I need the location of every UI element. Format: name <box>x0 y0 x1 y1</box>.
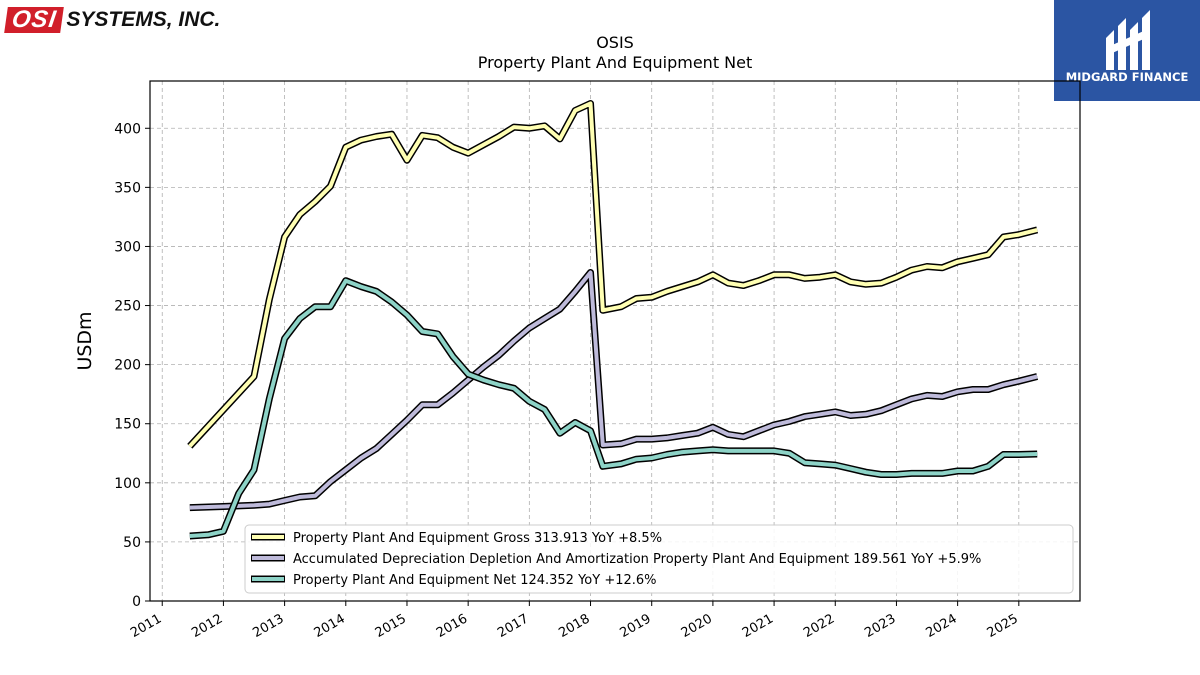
x-tick-label: 2011 <box>128 611 164 641</box>
legend-entry-1: Accumulated Depreciation Depletion And A… <box>293 552 981 567</box>
x-tick-label: 2014 <box>312 611 348 641</box>
x-tick-label: 2021 <box>740 611 776 641</box>
x-tick-label: 2023 <box>862 611 898 641</box>
series-line-1 <box>189 270 1038 510</box>
x-tick-label: 2013 <box>250 611 286 641</box>
x-tick-label: 2024 <box>923 611 959 641</box>
legend-entry-0: Property Plant And Equipment Gross 313.9… <box>293 531 662 546</box>
chart-title: OSIS <box>596 33 634 52</box>
x-tick-label: 2015 <box>373 611 409 641</box>
chart-subtitle: Property Plant And Equipment Net <box>478 53 753 72</box>
y-tick-label: 400 <box>114 121 141 137</box>
x-tick-label: 2019 <box>618 611 654 641</box>
x-tick-label: 2025 <box>985 611 1021 641</box>
legend-box <box>244 524 1074 594</box>
x-tick-label: 2012 <box>189 611 225 641</box>
series-line-0 <box>188 101 1038 448</box>
x-tick-label: 2016 <box>434 611 470 641</box>
y-tick-label: 350 <box>114 180 141 196</box>
y-tick-label: 0 <box>132 594 141 610</box>
x-tick-label: 2018 <box>556 611 592 641</box>
x-tick-label: 2020 <box>679 611 715 641</box>
y-tick-label: 200 <box>114 358 141 374</box>
grid-lines <box>150 81 1080 602</box>
y-tick-label: 250 <box>114 299 141 315</box>
midgard-finance-logo: MIDGARD FINANCE <box>1054 0 1200 101</box>
x-tick-label: 2022 <box>801 611 837 641</box>
legend: Property Plant And Equipment Gross 313.9… <box>244 524 1074 594</box>
midgard-finance-label: MIDGARD FINANCE <box>1065 70 1189 84</box>
legend-entry-2: Property Plant And Equipment Net 124.352… <box>293 573 657 588</box>
plot-frame <box>149 80 1081 602</box>
series-layer <box>187 100 1039 540</box>
y-tick-label: 150 <box>114 417 141 433</box>
x-tick-label: 2017 <box>495 611 531 641</box>
y-tick-label: 300 <box>114 239 141 255</box>
y-axis-label: USDm <box>74 311 96 370</box>
series-outline-0 <box>187 100 1039 449</box>
series-line-2 <box>189 278 1038 538</box>
osi-systems-logo: OSI SYSTEMS, INC. <box>4 6 221 34</box>
y-tick-label: 50 <box>123 535 141 551</box>
y-tick-label: 100 <box>114 476 141 492</box>
midgard-emblem-icon <box>1106 10 1150 70</box>
osi-logo-name: SYSTEMS, INC. <box>66 8 221 31</box>
